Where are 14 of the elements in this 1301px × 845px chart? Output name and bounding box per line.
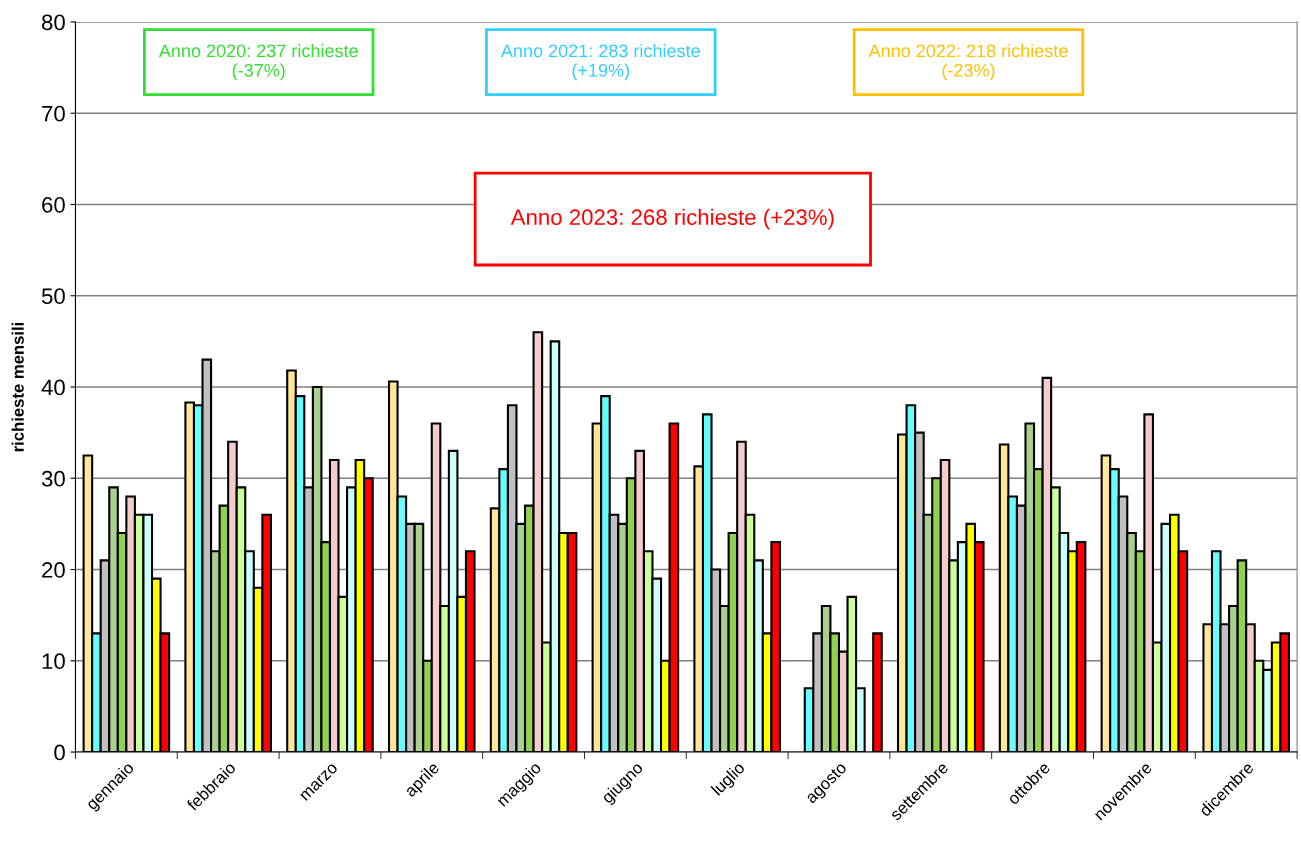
y-tick-label: 40 — [41, 379, 65, 396]
y-axis-title: richieste mensili — [11, 322, 24, 452]
annotation: Anno 2023: 268 richieste (+23%) — [510, 208, 834, 230]
y-tick-label: 80 — [41, 14, 65, 31]
y-tick-label: 70 — [42, 105, 65, 122]
annotation: Anno 2022: 218 richieste (-23%) — [868, 43, 1068, 81]
y-tick-label: 50 — [41, 288, 65, 305]
y-tick-label: 10 — [42, 653, 65, 670]
y-tick-label: 0 — [54, 744, 65, 761]
annotation: Anno 2021: 283 richieste (+19%) — [500, 43, 700, 81]
y-tick-label: 60 — [42, 197, 65, 213]
y-tick-label: 30 — [41, 470, 65, 487]
annotation: Anno 2020: 237 richieste (-37%) — [158, 43, 358, 81]
y-tick-label: 20 — [42, 562, 65, 578]
